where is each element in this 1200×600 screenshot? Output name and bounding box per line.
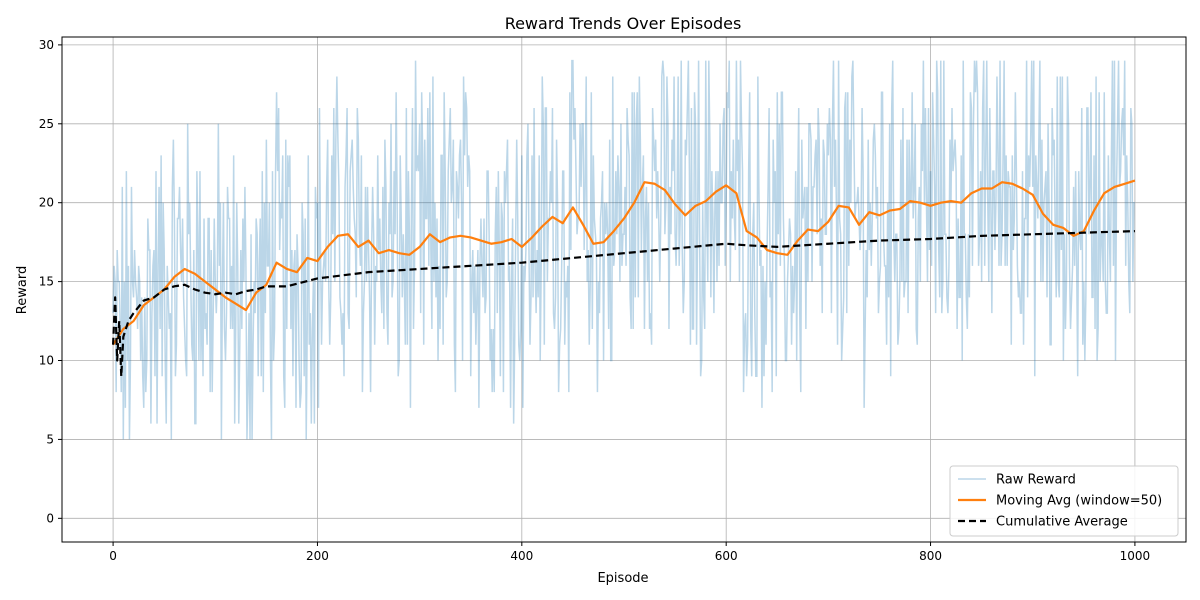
- legend: Raw Reward Moving Avg (window=50) Cumulati…: [949, 465, 1179, 537]
- raw-reward-line: [112, 59, 1135, 440]
- legend-label: Raw Reward: [996, 473, 1076, 488]
- cumulative-average-line: [111, 230, 1135, 378]
- y-axis-ticks: 0 5 10 15 20 25 30: [39, 38, 62, 525]
- legend-label: Cumulative Average: [996, 515, 1128, 530]
- raw-reward-series: [112, 59, 1135, 440]
- chart-title: Reward Trends Over Episodes: [505, 14, 742, 33]
- x-axis-label: Episode: [597, 571, 648, 586]
- x-tick-label: 1000: [1120, 549, 1151, 563]
- cumulative-average-series: [111, 230, 1135, 378]
- legend-label: Moving Avg (window=50): [996, 494, 1162, 509]
- moving-average-line: [112, 179, 1136, 346]
- x-tick-label: 800: [919, 549, 942, 563]
- x-tick-label: 200: [306, 549, 329, 563]
- plot-frame: [61, 36, 1187, 543]
- y-tick-label: 20: [39, 196, 54, 210]
- x-axis-ticks: 0 200 400 600 800 1000: [109, 542, 1150, 563]
- y-tick-label: 25: [39, 117, 54, 131]
- y-tick-label: 30: [39, 38, 54, 52]
- y-tick-label: 5: [46, 432, 54, 446]
- y-tick-label: 15: [39, 275, 54, 289]
- legend-box: [949, 465, 1179, 537]
- y-tick-label: 10: [39, 354, 54, 368]
- x-tick-label: 600: [715, 549, 738, 563]
- y-axis-label: Reward: [15, 266, 30, 314]
- x-tick-label: 0: [109, 549, 117, 563]
- moving-average-series: [112, 179, 1136, 346]
- x-tick-label: 400: [510, 549, 533, 563]
- y-tick-label: 0: [46, 511, 54, 525]
